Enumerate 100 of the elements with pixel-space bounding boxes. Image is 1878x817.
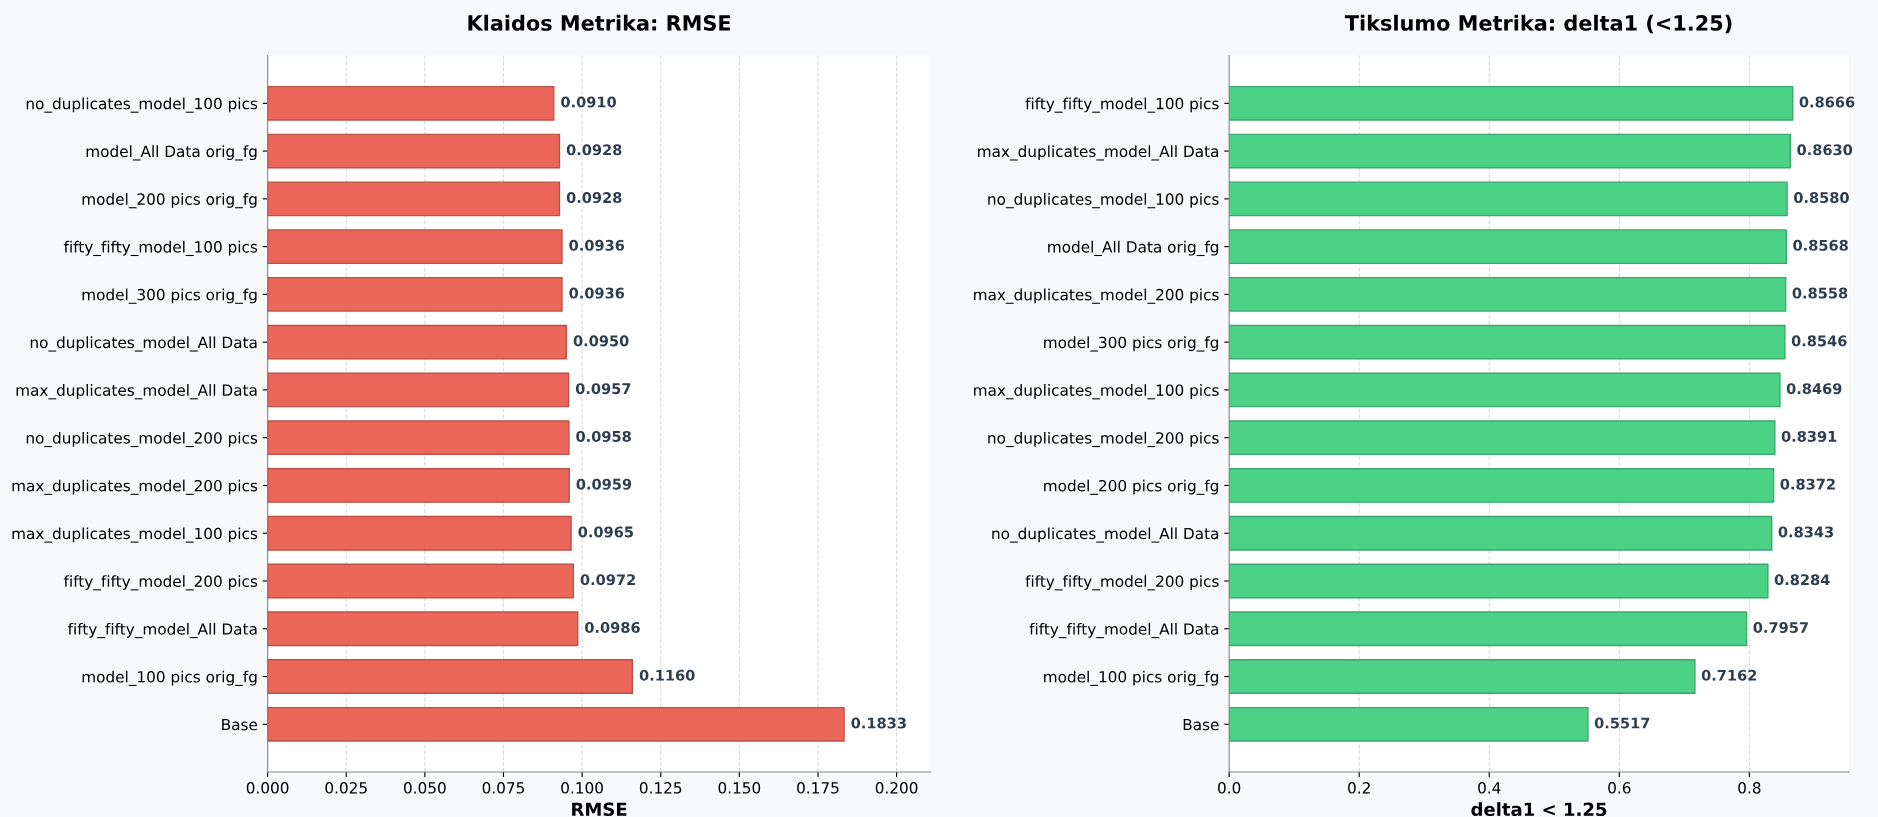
y-tick-label: model_300 pics orig_fg	[82, 288, 257, 304]
x-tick-label: 0.6	[1608, 782, 1631, 794]
y-tick-label: max_duplicates_model_100 pics	[12, 527, 258, 543]
data-label: 0.8391	[1781, 430, 1837, 442]
x-tick-label: 0.0	[1218, 782, 1241, 794]
data-label: 0.0959	[576, 478, 632, 490]
bar	[1229, 611, 1748, 647]
bar	[1229, 515, 1773, 551]
bar	[1229, 276, 1787, 312]
y-tick-label: no_duplicates_model_All Data	[30, 336, 257, 352]
data-label: 0.8284	[1774, 574, 1830, 586]
bar	[267, 229, 563, 265]
y-tick-label: no_duplicates_model_All Data	[992, 527, 1219, 543]
data-label: 0.0972	[580, 574, 635, 586]
data-label: 0.8469	[1786, 383, 1842, 395]
data-label: 0.0958	[576, 430, 631, 442]
data-label: 0.0928	[566, 144, 622, 156]
y-tick-label: model_All Data orig_fg	[86, 145, 257, 161]
data-label: 0.8666	[1799, 96, 1855, 108]
y-tick-label: model_All Data orig_fg	[1048, 240, 1219, 257]
y-tick-label: model_300 pics orig_fg	[1044, 336, 1219, 352]
data-label: 0.8580	[1794, 192, 1849, 204]
data-label: 0.0986	[585, 621, 640, 633]
x-tick-label: 0.025	[325, 782, 367, 794]
x-tick-label: 0.050	[404, 782, 446, 794]
y-tick-label: Base	[1183, 718, 1219, 731]
bar	[267, 181, 561, 217]
bar	[267, 706, 845, 742]
bar	[1229, 659, 1696, 694]
data-label: 0.8630	[1797, 144, 1853, 156]
y-tick-label: fifty_fifty_model_100 pics	[63, 240, 258, 257]
x-tick-label: 0.175	[797, 782, 839, 794]
data-label: 0.0950	[573, 335, 629, 347]
x-tick-label: 0.100	[561, 782, 603, 794]
bar	[1229, 133, 1792, 169]
y-tick-label: max_duplicates_model_All Data	[16, 384, 257, 400]
data-label: 0.8558	[1792, 287, 1848, 299]
y-tick-label: model_100 pics orig_fg	[82, 670, 257, 686]
y-tick-label: no_duplicates_model_100 pics	[988, 193, 1219, 209]
x-tick-label: 0.8	[1738, 782, 1761, 794]
data-label: 0.8372	[1780, 478, 1835, 490]
y-tick-label: fifty_fifty_model_All Data	[1029, 622, 1219, 639]
y-tick-label: Base	[222, 718, 258, 731]
y-tick-label: no_duplicates_model_100 pics	[26, 97, 258, 113]
bar	[1229, 563, 1769, 599]
data-label: 0.1160	[639, 669, 695, 681]
x-tick-label: 0.150	[718, 782, 761, 794]
y-tick-label: max_duplicates_model_100 pics	[974, 384, 1219, 400]
bar	[267, 515, 572, 551]
bar	[1229, 372, 1781, 408]
x-tick-label: 0.000	[246, 782, 289, 794]
bar	[267, 563, 574, 599]
data-label: 0.0965	[578, 526, 633, 538]
data-label: 0.0910	[561, 96, 616, 108]
y-tick-label: no_duplicates_model_200 pics	[988, 431, 1219, 448]
y-tick-label: model_200 pics orig_fg	[1044, 479, 1219, 495]
y-tick-label: fifty_fifty_model_200 pics	[63, 575, 258, 591]
x-tick-label: 0.125	[639, 782, 682, 794]
bar	[267, 611, 579, 647]
data-label: 0.0936	[569, 287, 625, 299]
data-label: 0.8343	[1778, 526, 1834, 538]
x-tick-label: 0.4	[1478, 782, 1501, 794]
data-label: 0.1833	[851, 717, 906, 729]
bar	[1229, 324, 1786, 360]
y-tick-label: model_100 pics orig_fg	[1044, 670, 1219, 686]
bar	[1229, 229, 1788, 265]
bar	[267, 133, 561, 169]
data-label: 0.0928	[566, 192, 622, 204]
bar	[267, 372, 570, 408]
bar	[1229, 420, 1776, 456]
bar	[267, 276, 563, 312]
bar	[1229, 181, 1788, 217]
bar	[1229, 468, 1775, 503]
x-axis-title: delta1 < 1.25	[1471, 802, 1607, 817]
data-label: 0.0957	[575, 383, 631, 395]
y-tick-label: max_duplicates_model_All Data	[978, 145, 1219, 161]
chart-title: Klaidos Metrika: RMSE	[468, 14, 731, 31]
bar	[1229, 85, 1794, 121]
chart-title: Tikslumo Metrika: delta1 (<1.25)	[1344, 14, 1732, 34]
y-tick-label: model_200 pics orig_fg	[82, 193, 257, 209]
x-tick-label: 0.075	[482, 782, 525, 794]
bar	[267, 468, 570, 503]
y-tick-label: max_duplicates_model_200 pics	[974, 288, 1219, 304]
data-label: 0.8568	[1793, 239, 1848, 251]
data-label: 0.7957	[1753, 621, 1808, 633]
bar	[267, 420, 570, 456]
x-tick-label: 0.200	[875, 782, 918, 794]
bar	[267, 659, 634, 694]
y-tick-label: fifty_fifty_model_100 pics	[1025, 97, 1219, 113]
y-tick-label: no_duplicates_model_200 pics	[26, 431, 258, 448]
x-tick-label: 0.2	[1348, 782, 1370, 794]
bar	[267, 85, 555, 121]
y-tick-label: fifty_fifty_model_All Data	[67, 622, 257, 639]
data-label: 0.7162	[1701, 669, 1757, 681]
data-label: 0.8546	[1791, 335, 1847, 347]
bar	[267, 324, 568, 360]
bar	[1229, 706, 1589, 742]
x-axis-title: RMSE	[572, 802, 627, 817]
y-tick-label: max_duplicates_model_200 pics	[12, 479, 258, 495]
data-label: 0.0936	[569, 239, 625, 251]
